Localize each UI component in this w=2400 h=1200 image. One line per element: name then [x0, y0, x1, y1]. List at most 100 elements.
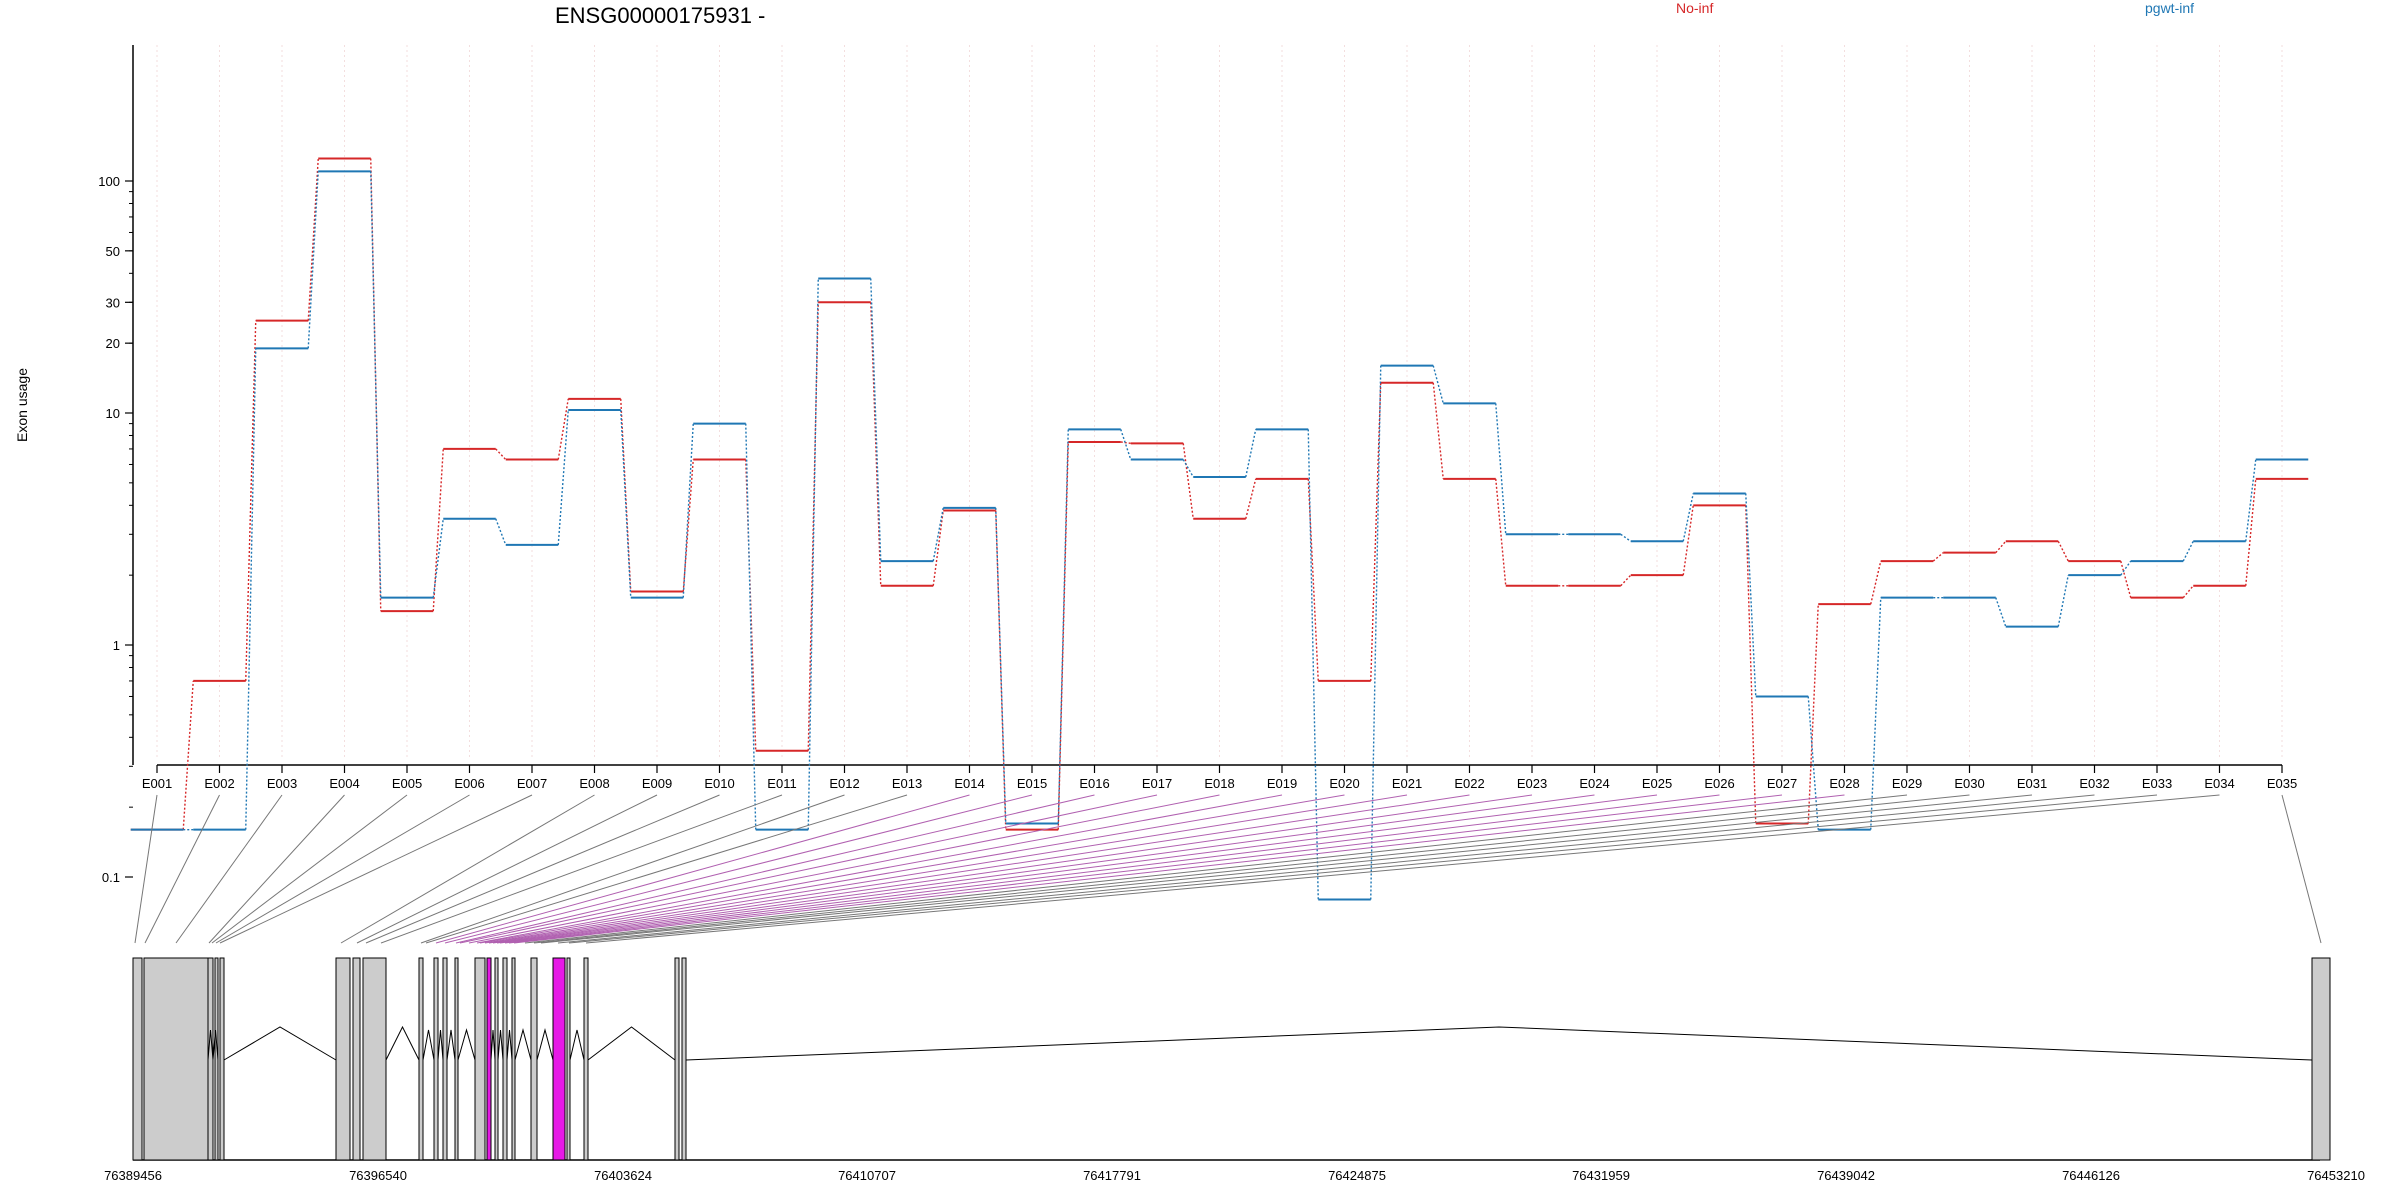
exon-label-e015: E015 [1017, 776, 1047, 791]
connector-dotted [307, 171, 319, 349]
exon-block [418, 957, 424, 1161]
exon-label-e032: E032 [2079, 776, 2109, 791]
exon-block [566, 957, 571, 1161]
exon-connector-e026 [504, 794, 1720, 944]
connector-dotted [1995, 597, 2007, 627]
exon-block [207, 957, 214, 1161]
connector-dotted [1120, 429, 1132, 460]
y-tick-label: 20 [106, 336, 120, 351]
exon-label-e005: E005 [392, 776, 422, 791]
exon-connector-e028 [513, 794, 1845, 944]
exon-label-e025: E025 [1642, 776, 1672, 791]
exon-label-e019: E019 [1267, 776, 1297, 791]
exon-label-e002: E002 [204, 776, 234, 791]
connector-dotted [1620, 533, 1632, 542]
exon-connector-e035 [2281, 794, 2322, 944]
connector-dotted [1370, 382, 1382, 681]
exon-block [674, 957, 680, 1161]
exon-connector-e015 [444, 794, 1033, 944]
connector-dotted [2182, 540, 2194, 562]
exon-connector-e022 [488, 794, 1470, 944]
connector-dotted [1870, 560, 1882, 605]
connector-dotted [1245, 478, 1257, 519]
exon-connector-e001 [134, 794, 158, 944]
exon-block [335, 957, 351, 1161]
connector-dotted [2120, 560, 2132, 598]
exon-connector-e003 [175, 794, 283, 944]
connector-dotted [2182, 585, 2194, 599]
connector-dotted [1620, 574, 1632, 587]
connector-dotted [557, 398, 569, 460]
y-tick-label: 1 [113, 638, 120, 653]
exon-connector-e013 [425, 794, 908, 944]
connector-dotted [1495, 478, 1507, 586]
exon-label-e017: E017 [1142, 776, 1172, 791]
intron-line [685, 1026, 2313, 1061]
exon-label-e023: E023 [1517, 776, 1547, 791]
genome-coord-label: 76410707 [838, 1168, 896, 1183]
exon-block [502, 957, 508, 1161]
genome-coord-label: 76446126 [2062, 1168, 2120, 1183]
exon-label-e012: E012 [829, 776, 859, 791]
exon-label-e018: E018 [1204, 776, 1234, 791]
connector-dotted [1057, 441, 1069, 830]
intron-line [422, 1029, 435, 1061]
intron-line [212, 1029, 219, 1061]
exon-connector-e012 [420, 794, 845, 944]
connector-dotted [2245, 478, 2257, 586]
connector-dotted [1995, 540, 2007, 554]
connector-dotted [745, 423, 757, 830]
connector-dotted [995, 510, 1007, 830]
intron-line [223, 1026, 337, 1061]
intron-line [587, 1026, 676, 1061]
y-tick-label: 10 [106, 406, 120, 421]
exon-label-e033: E033 [2142, 776, 2172, 791]
connector-dotted [495, 518, 507, 546]
genome-coord-label: 76439042 [1817, 1168, 1875, 1183]
exon-label-e016: E016 [1079, 776, 1109, 791]
connector-dotted [432, 518, 444, 598]
connector-dotted [2245, 459, 2257, 542]
exon-block [442, 957, 448, 1161]
exon-block [454, 957, 459, 1161]
exon-connector-e016 [455, 794, 1095, 944]
exon-connector-e025 [499, 794, 1658, 944]
y-tick-label: 30 [106, 295, 120, 310]
exon-connector-e034 [585, 794, 2220, 944]
exon-label-e021: E021 [1392, 776, 1422, 791]
connector-dotted [1432, 365, 1444, 404]
intron-line [497, 1029, 504, 1061]
exon-block [474, 957, 486, 1161]
y-tick-label: 0.1 [102, 870, 120, 885]
grid-layer [156, 45, 2283, 760]
genome-coord-label: 76396540 [349, 1168, 407, 1183]
connector-dotted [432, 448, 444, 612]
exon-block [530, 957, 538, 1161]
legend-no-inf: No-inf [1676, 0, 1713, 16]
gene-model: 76389456 76396540 76403624 76410707 76417791… [104, 957, 2365, 1183]
genome-coord-label: 76424875 [1328, 1168, 1386, 1183]
connector-dotted [620, 409, 632, 598]
exon-connector-e004 [208, 794, 345, 944]
exon-connector-e029 [524, 794, 1908, 944]
intron-line [536, 1028, 554, 1061]
chart-title: ENSG00000175931 - [555, 3, 765, 28]
exon-label-e010: E010 [704, 776, 734, 791]
connector-dotted [870, 278, 882, 562]
intron-line [437, 1029, 444, 1061]
exon-connector-e017 [459, 794, 1158, 944]
exon-block [433, 957, 439, 1161]
connector-dotted [245, 348, 257, 830]
exon-connector-e023 [492, 794, 1533, 944]
connector-dotted [557, 409, 569, 545]
series-layer [130, 157, 2309, 901]
connector-dotted [245, 320, 257, 681]
exon-label-e028: E028 [1829, 776, 1859, 791]
exon-block [2311, 957, 2331, 1161]
exon-label-e008: E008 [579, 776, 609, 791]
exon-label-e006: E006 [454, 776, 484, 791]
exon-label-e026: E026 [1704, 776, 1734, 791]
intron-line [207, 1029, 214, 1061]
exon-label-e007: E007 [517, 776, 547, 791]
